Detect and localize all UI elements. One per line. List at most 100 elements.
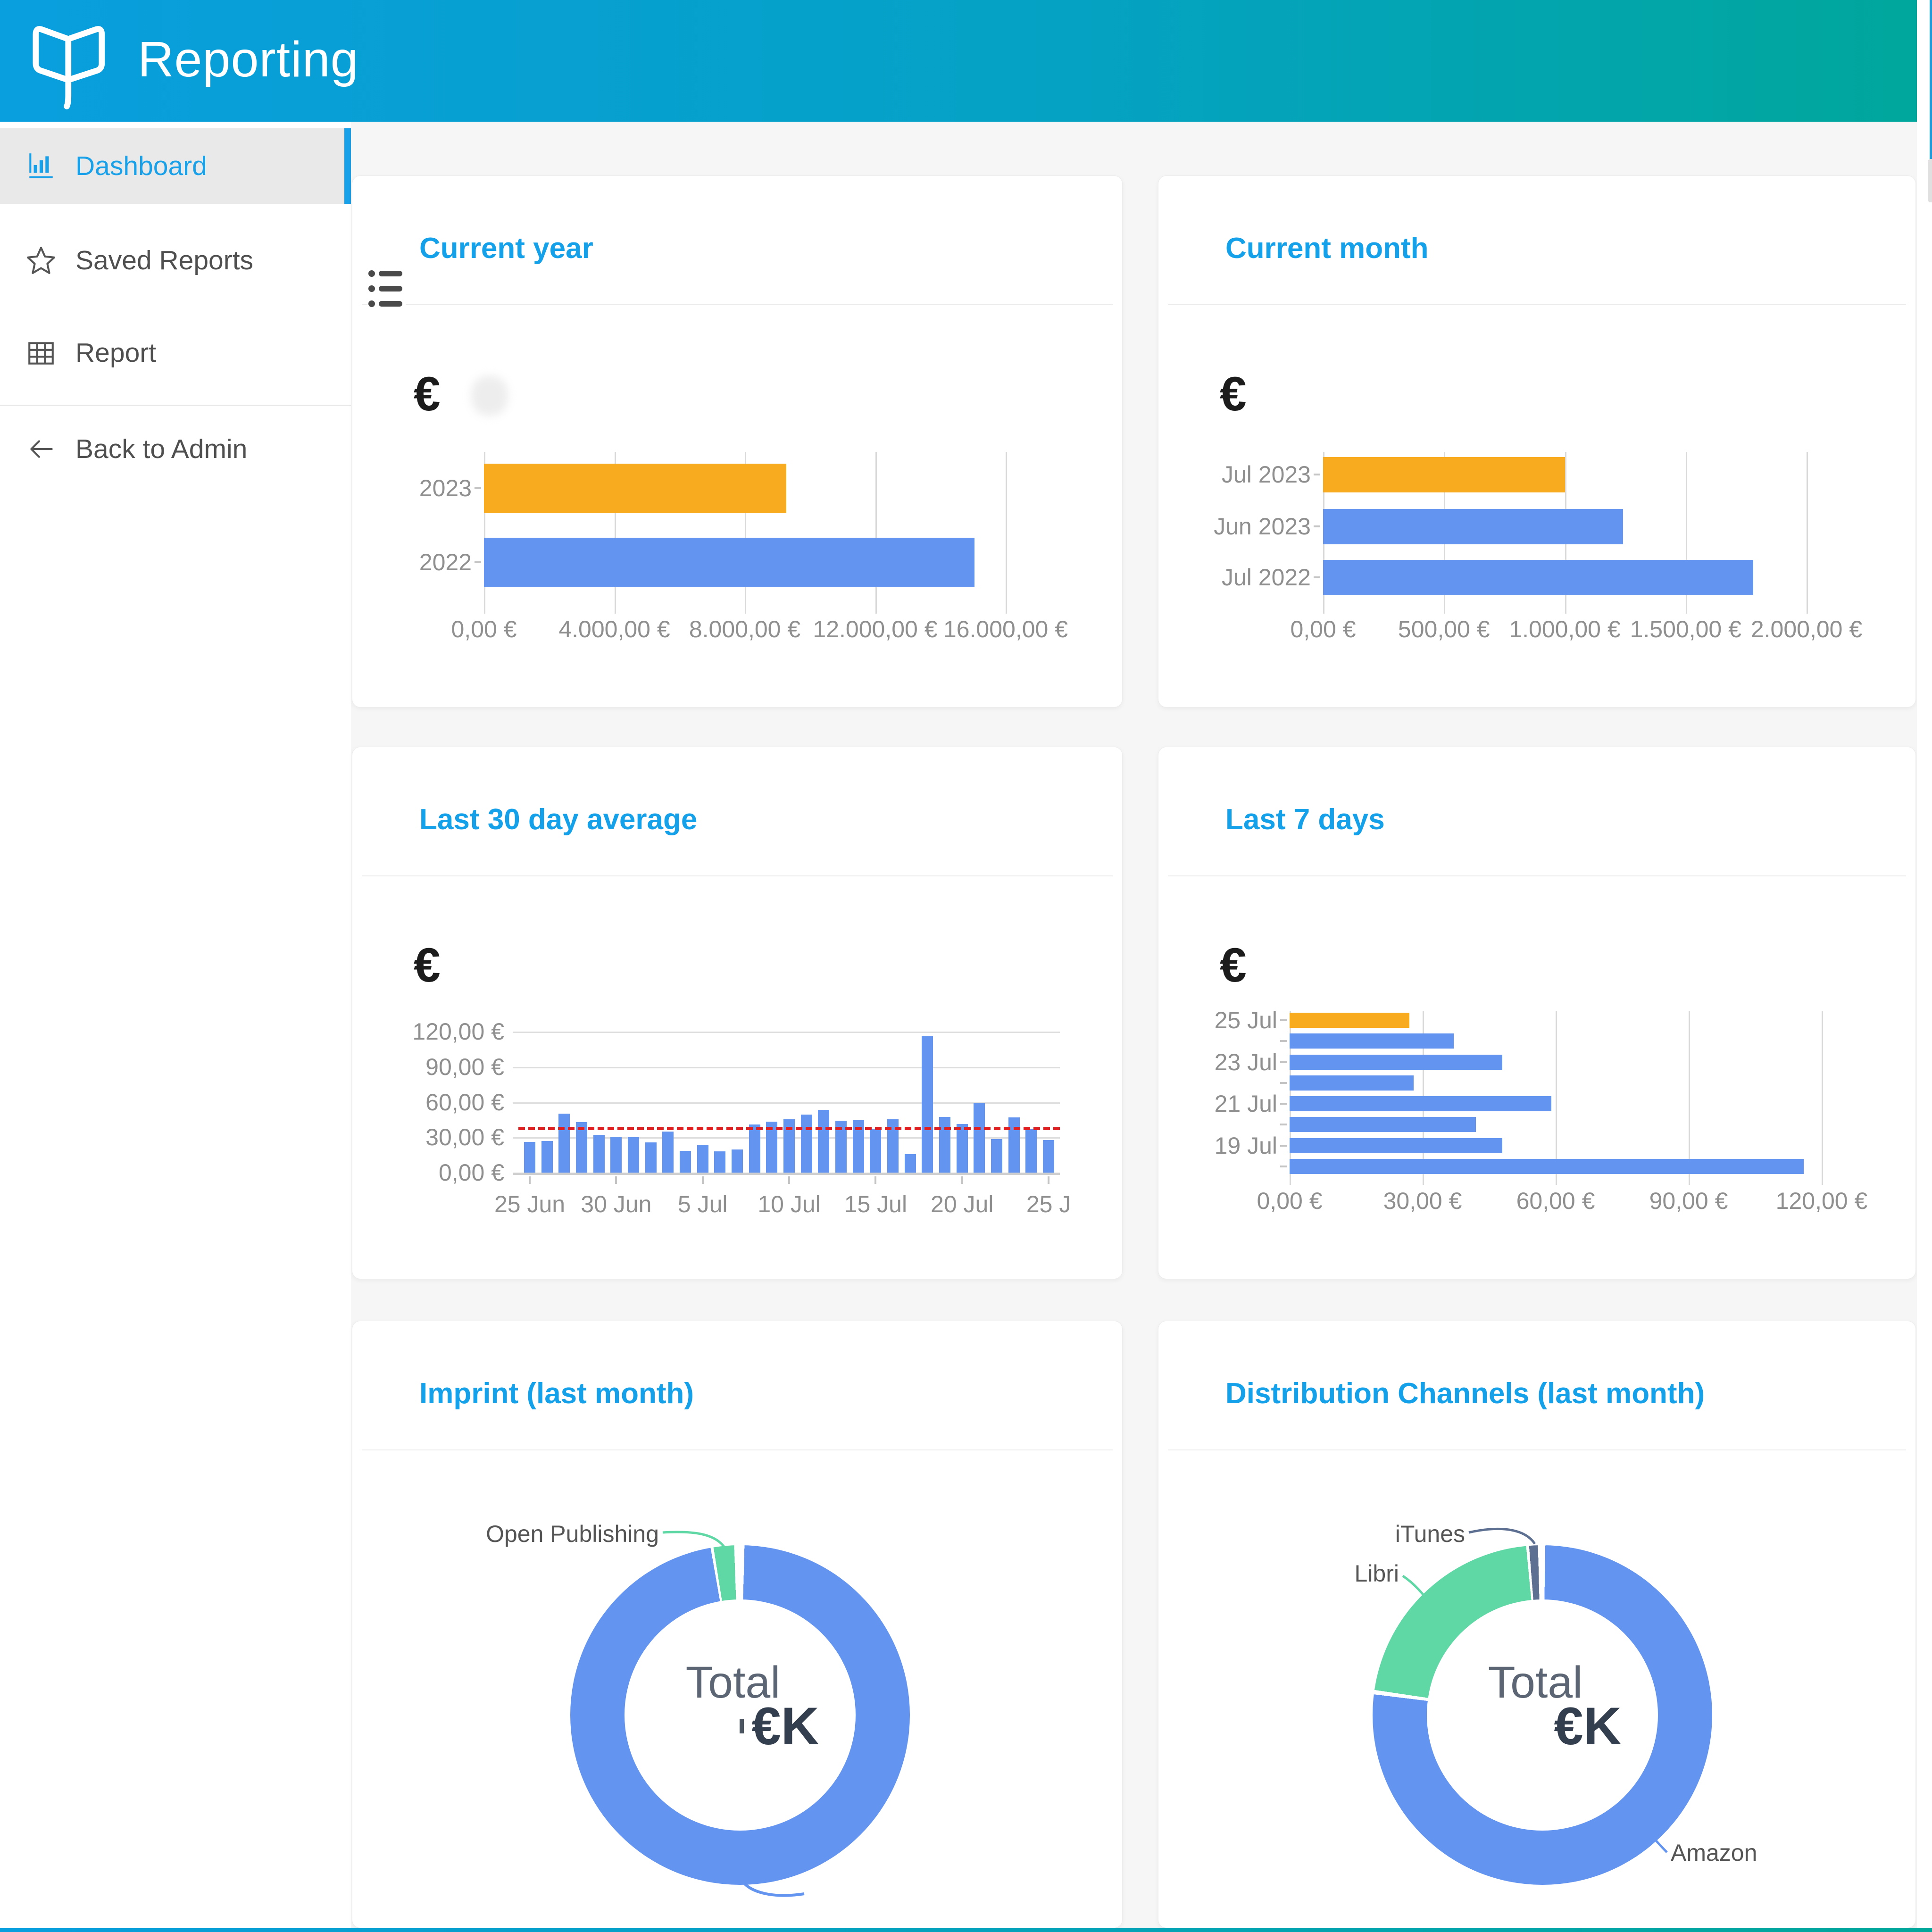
donut-slice-label-amazon: Amazon xyxy=(1671,1840,1757,1866)
axis-tick-label: 0,00 € xyxy=(1290,616,1356,642)
bar-segment xyxy=(1290,1138,1503,1153)
card-distribution-channels: Distribution Channels (last month) Total… xyxy=(1158,1321,1916,1928)
sidebar-item-label: Saved Reports xyxy=(75,245,254,275)
bar-segment xyxy=(558,1114,570,1173)
scrollbar-thumb[interactable] xyxy=(1928,159,1932,202)
sidebar-item-report[interactable]: Report xyxy=(0,315,351,391)
bar-segment xyxy=(870,1128,882,1173)
axis-tick-label: 0,00 € xyxy=(451,616,517,642)
axis-tick xyxy=(529,1176,531,1184)
sidebar-item-back-to-admin[interactable]: Back to Admin xyxy=(0,411,351,487)
bar-segment xyxy=(680,1150,691,1173)
bar-segment xyxy=(956,1124,968,1173)
category-label: 2022 xyxy=(419,549,472,575)
bar-segment xyxy=(662,1131,674,1173)
axis-tick-label: 0,00 € xyxy=(1257,1188,1323,1214)
axis-tick xyxy=(788,1176,791,1184)
gridline xyxy=(513,1032,1060,1033)
gridline xyxy=(1685,452,1687,614)
axis-tick-label: 0,00 € xyxy=(438,1159,504,1186)
category-label: 25 Jul xyxy=(1214,1007,1277,1033)
donut-center-value: €K xyxy=(751,1697,819,1756)
axis-tick xyxy=(1280,1145,1287,1147)
sidebar-item-saved-reports[interactable]: Saved Reports xyxy=(0,223,351,298)
bar-segment xyxy=(800,1114,812,1173)
bar-segment xyxy=(593,1135,605,1173)
sidebar-item-label: Report xyxy=(75,338,157,368)
last-30-day-chart: 0,00 € 30,00 € 60,00 € 90,00 € 120,00 € 25 Ju… xyxy=(352,747,1122,1279)
axis-tick-label: 1.000,00 € xyxy=(1509,616,1621,642)
sidebar-divider xyxy=(0,405,351,406)
axis-tick-label: 20 Jul xyxy=(931,1191,994,1217)
axis-tick-label: 4.000,00 € xyxy=(558,616,670,642)
card-divider xyxy=(362,875,1113,876)
card-title: Current month xyxy=(1225,232,1429,265)
category-label: Jul 2023 xyxy=(1221,461,1311,488)
category-label: 23 Jul xyxy=(1214,1049,1277,1075)
axis-tick-label: 120,00 € xyxy=(412,1018,504,1045)
axis-tick-label: 12.000,00 € xyxy=(813,616,938,642)
axis-tick xyxy=(1280,1019,1287,1021)
axis-tick xyxy=(1314,576,1320,578)
axis-tick xyxy=(1048,1176,1050,1184)
app-header: Reporting xyxy=(0,0,1932,122)
bar-segment xyxy=(610,1137,622,1173)
bar-segment xyxy=(1290,1096,1551,1111)
axis-tick xyxy=(475,561,481,563)
bar-segment xyxy=(1290,1159,1804,1174)
category-label: 19 Jul xyxy=(1214,1133,1277,1159)
axis-tick-label: 90,00 € xyxy=(1649,1188,1728,1214)
chart-title: € xyxy=(414,367,441,421)
card-current-year: Current year € 0,00 € 4.000,00 € 8.000,00 … xyxy=(352,175,1123,708)
donut-hole xyxy=(625,1599,856,1831)
axis-tick-label: 2.000,00 € xyxy=(1750,616,1863,642)
sidebar-item-label: Dashboard xyxy=(75,151,207,181)
scrollbar-track[interactable] xyxy=(1917,0,1932,1932)
card-imprint: Imprint (last month) Total €K Open Publi… xyxy=(352,1321,1123,1928)
axis-tick-label: 16.000,00 € xyxy=(943,616,1068,642)
app-title: Reporting xyxy=(138,32,359,87)
list-menu-icon[interactable] xyxy=(367,267,406,310)
scrollbar-edge xyxy=(1930,0,1932,159)
bar-segment xyxy=(904,1154,916,1173)
bar-segment xyxy=(628,1137,640,1173)
category-label: Jul 2022 xyxy=(1221,564,1311,591)
bar-segment xyxy=(524,1142,535,1173)
bar-segment xyxy=(697,1145,708,1173)
card-divider xyxy=(362,304,1113,305)
axis-tick-label: 90,00 € xyxy=(425,1053,504,1080)
star-icon xyxy=(27,247,55,274)
axis-tick-label: 60,00 € xyxy=(425,1089,504,1116)
bar-chart-icon xyxy=(29,153,53,178)
current-month-chart: 0,00 € 500,00 € 1.000,00 € 1.500,00 € 2.000,… xyxy=(1158,176,1915,707)
bar-segment xyxy=(576,1122,587,1173)
current-year-chart: 0,00 € 4.000,00 € 8.000,00 € 12.000,00 €16.… xyxy=(352,176,1122,707)
card-title: Imprint (last month) xyxy=(419,1377,694,1410)
last-7-days-chart: 0,00 € 30,00 € 60,00 € 90,00 € 120,00 € 25 Ju… xyxy=(1158,747,1915,1279)
gridline xyxy=(745,452,746,614)
bar-segment xyxy=(1008,1117,1020,1173)
sidebar-item-dashboard[interactable]: Dashboard xyxy=(0,128,351,204)
axis-tick-label: 5 Jul xyxy=(677,1191,728,1217)
category-label: 21 Jul xyxy=(1214,1091,1277,1117)
axis-tick xyxy=(701,1176,704,1184)
donut-center-label: Total xyxy=(1488,1657,1583,1707)
gridline xyxy=(1822,1011,1823,1185)
bar-segment xyxy=(749,1124,760,1173)
bar-segment xyxy=(922,1036,933,1173)
sidebar-item-label: Back to Admin xyxy=(75,434,248,464)
redacted-value xyxy=(740,1719,744,1733)
card-last-30-day-average: Last 30 day average € 0,00 € 30,00 € 60,00… xyxy=(352,747,1123,1279)
bar-segment xyxy=(1025,1129,1037,1173)
bar-segment xyxy=(991,1139,1003,1173)
axis-tick xyxy=(475,487,481,489)
axis-tick xyxy=(1280,1061,1287,1063)
axis-tick xyxy=(1280,1103,1287,1105)
sidebar: Dashboard Saved Reports Report Back to A… xyxy=(0,122,351,1932)
bar-segment xyxy=(645,1142,657,1173)
gridline xyxy=(484,452,485,614)
footer-bar xyxy=(0,1928,1932,1932)
axis-tick xyxy=(615,1176,617,1184)
donut-center-label: Total xyxy=(685,1657,781,1707)
category-label: 2023 xyxy=(419,475,472,501)
